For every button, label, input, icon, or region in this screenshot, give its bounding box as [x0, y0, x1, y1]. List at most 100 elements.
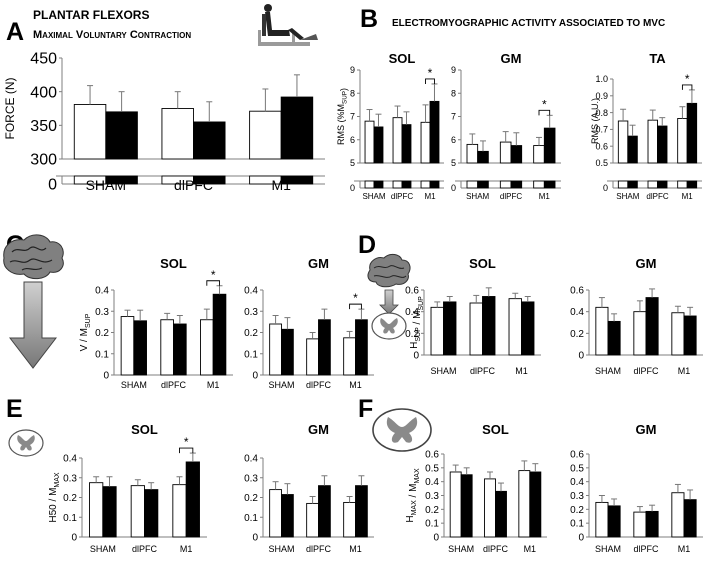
x-tick-label: M1 [678, 366, 691, 376]
bar-base-segment [533, 180, 545, 189]
y-tick-label: 0.3 [425, 491, 439, 502]
x-tick-label: M1 [207, 380, 220, 390]
y-zero-label: 0 [48, 177, 57, 194]
y-tick-label: 9 [451, 65, 456, 75]
x-tick-label: M1 [349, 544, 362, 554]
chart-title: GM [308, 256, 329, 271]
active-bar-dlpfc [645, 510, 659, 538]
chart-title: GM [501, 51, 522, 66]
y-tick-label: 0 [71, 533, 77, 544]
y-tick-label: 9 [350, 65, 355, 75]
spinal-cord-icon-e [8, 429, 44, 457]
active-bar-sham [281, 328, 294, 376]
x-tick-label: dlPFC [161, 380, 187, 390]
sham-bar-m1 [677, 118, 688, 164]
sham-bar-dlpfc [306, 338, 319, 376]
chart-e-gm: 0 0.1 0.2 0.3 0.4 SHAM dlPFC M1 GM [244, 422, 374, 554]
y-tick-label: 0.8 [595, 108, 608, 118]
bar-base-segment [499, 180, 512, 189]
active-bar-dlpfc [173, 323, 187, 376]
active-bar-dlpfc [495, 490, 507, 538]
x-tick-label: SHAM [616, 192, 639, 201]
sham-bar-m1 [671, 312, 685, 356]
active-bar-dlpfc [193, 121, 226, 160]
y-tick-label: 0.4 [244, 454, 258, 465]
y-zero-label: 0 [451, 183, 456, 193]
x-tick-label: M1 [524, 544, 537, 554]
x-tick-label: SHAM [448, 544, 474, 554]
active-bar-sham [627, 135, 638, 164]
sham-bar-dlpfc [499, 141, 512, 164]
significance-star: * [184, 435, 189, 449]
significance-star: * [542, 97, 547, 111]
active-bar-dlpfc [318, 319, 331, 376]
y-axis-label: HSUP / MSUP [409, 296, 425, 349]
seated-ergometer-icon [258, 4, 318, 46]
active-bar-dlpfc [482, 296, 496, 356]
sham-bar-m1 [343, 501, 356, 538]
panel-a-header-line1: PLANTAR FLEXORS [33, 8, 149, 22]
active-bar-sham [460, 474, 473, 538]
x-tick-label: dlPFC [500, 192, 522, 201]
active-bar-m1 [429, 100, 440, 164]
chart-title: GM [308, 422, 329, 437]
bar-base-segment [429, 180, 440, 189]
spinal-cord-icon [371, 312, 407, 340]
y-tick-label: 0.9 [595, 91, 608, 101]
active-bar-dlpfc [645, 297, 659, 356]
chart-title: GM [636, 422, 657, 437]
sham-bar-dlpfc [633, 311, 647, 356]
chart-title: SOL [160, 256, 187, 271]
y-tick-label: 0.4 [405, 307, 419, 318]
active-bar-m1 [543, 127, 556, 164]
y-tick-label: 8 [451, 88, 456, 98]
chart-b-ta: 0.5 0.6 0.7 0.8 0.9 1.0 0 SHAM dlPFC M1 * TA RMS (A.… [590, 51, 702, 201]
x-tick-label: SHAM [362, 192, 385, 201]
y-axis-label: RMS (%MSUP) [336, 88, 349, 145]
y-tick-label: 0.6 [595, 141, 608, 151]
panel-label-e: E [6, 395, 23, 423]
y-tick-label: 400 [30, 84, 57, 101]
sham-bar-m1 [343, 337, 356, 376]
panel-a-header-line2: Maximal Voluntary Contraction [33, 29, 191, 41]
panel-label-f: F [358, 395, 373, 423]
chart-b-sol: 5 6 7 8 9 0 SHAM dlPFC M1 * SOL RMS (%MSUP) [336, 51, 444, 201]
x-tick-label: dlPFC [470, 366, 496, 376]
y-tick-label: 0.1 [95, 349, 109, 360]
active-bar-dlpfc [144, 489, 159, 538]
active-bar-dlpfc [657, 125, 668, 164]
panel-label-a: A [6, 18, 24, 46]
y-tick-label: 350 [30, 118, 57, 135]
sham-bar-sham [269, 489, 282, 538]
sham-bar-m1 [671, 492, 685, 538]
y-tick-label: 8 [350, 88, 355, 98]
x-tick-label: SHAM [430, 366, 456, 376]
y-tick-label: 6 [451, 135, 456, 145]
y-tick-label: 0.6 [570, 450, 584, 461]
bar-base-segment [510, 180, 523, 189]
y-axis-label: V / MSUP [79, 313, 92, 351]
y-tick-label: 5 [451, 158, 456, 168]
chart-f-sol: 0 0.1 0.2 0.3 0.4 0.5 0.6 SHAM dlPFC M1 SOL HMAX / … [405, 422, 547, 554]
x-tick-label: dlPFC [391, 192, 413, 201]
x-tick-label: dlPFC [132, 544, 158, 554]
sham-bar-dlpfc [160, 319, 174, 376]
panel-label-b: B [360, 5, 378, 33]
chart-d-sol: 0 0.2 0.4 0.6 SHAM dlPFC M1 SOL HSUP / MSUP [405, 256, 541, 376]
x-tick-label: SHAM [121, 380, 147, 390]
sham-bar-sham [73, 104, 107, 160]
y-tick-label: 0 [578, 533, 584, 544]
active-bar-m1 [280, 96, 314, 160]
x-tick-label: SHAM [268, 544, 294, 554]
sham-bar-sham [430, 306, 444, 356]
y-tick-label: 0.2 [570, 505, 584, 516]
x-tick-label: M1 [424, 192, 436, 201]
x-tick-label: M1 [678, 544, 691, 554]
y-tick-label: 0.4 [425, 477, 439, 488]
x-tick-label: M1 [682, 192, 694, 201]
significance-star: * [428, 66, 433, 80]
sham-bar-sham [364, 120, 375, 164]
y-tick-label: 0 [433, 533, 439, 544]
significance-star: * [211, 268, 216, 282]
